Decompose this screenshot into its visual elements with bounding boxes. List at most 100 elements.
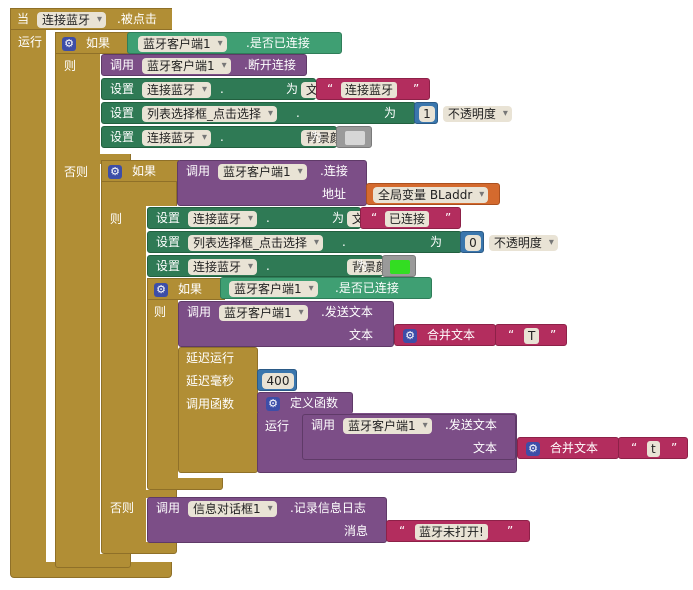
color-swatch[interactable] [345, 131, 365, 145]
if1-header[interactable]: ⚙ 如果 [55, 32, 131, 54]
define-func-label: 定义函数 [290, 396, 339, 410]
delay-number-block[interactable]: 400 [257, 369, 297, 391]
quote-close: ” [507, 524, 514, 538]
send-text-call-block[interactable]: 调用 蓝牙客户端1 .发送文本 文本 [178, 301, 394, 347]
if3-cond-prop: .是否已连接 [335, 281, 399, 295]
s2-component[interactable]: 列表选择框_点击选择 [188, 235, 324, 251]
if1-condition[interactable]: 蓝牙客户端1 .是否已连接 [127, 32, 342, 54]
set-opacity-block[interactable]: 设置 列表选择框_点击选择 . 不透明度 为 [101, 102, 512, 124]
log-info-call-block[interactable]: 调用 信息对话框1 .记录信息日志 消息 [147, 497, 387, 543]
number-block-1[interactable]: 1 [414, 102, 438, 124]
set-bgcolor-block-2[interactable]: 设置 连接蓝牙 . 背景颜色 为 [147, 255, 416, 277]
text-label: 文本 [349, 328, 374, 342]
join-block[interactable]: ⚙ 合并文本 [394, 324, 496, 346]
set-label: 设置 [156, 259, 181, 273]
set-text-block[interactable]: 设置 连接蓝牙 . 文本 为 [101, 78, 346, 100]
s3-component[interactable]: 连接蓝牙 [188, 259, 258, 275]
if3-if-label: 如果 [178, 282, 203, 296]
if1-if-label: 如果 [86, 36, 111, 50]
call-label: 调用 [110, 58, 135, 72]
set2-property[interactable]: 不透明度 [442, 106, 512, 122]
string-literal-connected[interactable]: “ 已连接 ” [360, 207, 461, 229]
number-value[interactable]: 400 [262, 373, 294, 389]
string-value[interactable]: T [524, 328, 540, 344]
address-label: 地址 [322, 187, 347, 201]
connect-component[interactable]: 蓝牙客户端1 [218, 164, 307, 180]
color-block-green[interactable] [382, 255, 416, 277]
dot-label: . [342, 235, 346, 249]
global-var-block[interactable]: 全局变量 BLaddr [366, 183, 500, 205]
global-var-dropdown[interactable]: 全局变量 BLaddr [373, 187, 489, 203]
string-value[interactable]: 已连接 [385, 211, 430, 227]
connect-method: .连接 [320, 164, 348, 178]
disconnect-method: .断开连接 [244, 58, 296, 72]
string-literal-connect[interactable]: “ 连接蓝牙 ” [316, 78, 430, 100]
gear-icon[interactable]: ⚙ [108, 165, 122, 179]
quote-open: “ [631, 441, 638, 455]
call-label: 调用 [311, 418, 336, 432]
event-component-dropdown[interactable]: 连接蓝牙 [37, 12, 107, 28]
set-label: 设置 [156, 235, 181, 249]
to-label: 为 [430, 235, 443, 249]
number-block-0[interactable]: 0 [460, 231, 484, 253]
to-label: 为 [356, 259, 369, 273]
run-label: 运行 [265, 419, 290, 433]
set2-component[interactable]: 列表选择框_点击选择 [142, 106, 278, 122]
to-label: 为 [310, 130, 323, 144]
if1-else-label: 否则 [64, 165, 89, 179]
number-value[interactable]: 1 [419, 106, 435, 122]
dot-label: . [220, 82, 224, 96]
if1-cond-component[interactable]: 蓝牙客户端1 [138, 36, 227, 52]
if3-header[interactable]: ⚙ 如果 [147, 278, 225, 300]
set3-component[interactable]: 连接蓝牙 [142, 130, 212, 146]
color-swatch[interactable] [390, 260, 410, 274]
number-value[interactable]: 0 [465, 235, 481, 251]
delay-run-block[interactable] [178, 347, 258, 473]
gear-icon[interactable]: ⚙ [403, 329, 417, 343]
color-block-gray[interactable] [336, 126, 372, 148]
set1-component[interactable]: 连接蓝牙 [142, 82, 212, 98]
inner-join-block[interactable]: ⚙ 合并文本 [517, 437, 619, 459]
define-function-block[interactable]: ⚙ 定义函数 [257, 392, 353, 414]
log-component[interactable]: 信息对话框1 [188, 501, 277, 517]
disconnect-component[interactable]: 蓝牙客户端1 [142, 58, 231, 74]
set-bgcolor-block[interactable]: 设置 连接蓝牙 . 背景颜色 为 [101, 126, 370, 148]
gear-icon[interactable]: ⚙ [526, 442, 540, 456]
send-component[interactable]: 蓝牙客户端1 [219, 305, 308, 321]
string-value[interactable]: t [647, 441, 660, 457]
text-label: 文本 [473, 441, 498, 455]
s2-property[interactable]: 不透明度 [488, 235, 558, 251]
delay-run-label: 延迟运行 [186, 351, 235, 365]
inner-send-method: .发送文本 [445, 418, 497, 432]
if2-header[interactable]: ⚙ 如果 [101, 160, 179, 182]
to-label: 为 [286, 82, 299, 96]
event-name-label: .被点击 [117, 12, 157, 26]
string-value[interactable]: 蓝牙未打开! [415, 524, 488, 540]
string-literal-message[interactable]: “ 蓝牙未打开! ” [386, 520, 530, 542]
disconnect-call-block[interactable]: 调用 蓝牙客户端1 .断开连接 [101, 54, 307, 76]
string-value[interactable]: 连接蓝牙 [341, 82, 398, 98]
quote-open: “ [399, 524, 406, 538]
delay-ms-label: 延迟毫秒 [186, 374, 235, 388]
gear-icon[interactable]: ⚙ [266, 397, 280, 411]
if3-then-label: 则 [154, 305, 167, 319]
s1-component[interactable]: 连接蓝牙 [188, 211, 258, 227]
call-label: 调用 [186, 164, 211, 178]
event-when-label: 当 [17, 12, 30, 26]
set-opacity-block-2[interactable]: 设置 列表选择框_点击选择 . 不透明度 为 [147, 231, 558, 253]
event-header[interactable]: 当 连接蓝牙 .被点击 [10, 8, 172, 30]
inner-send-call-block[interactable]: 调用 蓝牙客户端1 .发送文本 文本 [302, 414, 516, 460]
if1-then-label: 则 [64, 59, 77, 73]
string-literal-t[interactable]: “ t ” [618, 437, 688, 459]
connect-call-block[interactable]: 调用 蓝牙客户端1 .连接 地址 [177, 160, 367, 206]
inner-send-component[interactable]: 蓝牙客户端1 [343, 418, 432, 434]
set-text-block-2[interactable]: 设置 连接蓝牙 . 文本 为 [147, 207, 392, 229]
quote-open: “ [508, 328, 515, 342]
if3-cond-component[interactable]: 蓝牙客户端1 [229, 281, 318, 297]
if3-condition[interactable]: 蓝牙客户端1 .是否已连接 [220, 277, 432, 299]
dot-label: . [266, 211, 270, 225]
string-literal-T[interactable]: “ T ” [495, 324, 567, 346]
gear-icon[interactable]: ⚙ [154, 283, 168, 297]
log-method: .记录信息日志 [290, 501, 366, 515]
gear-icon[interactable]: ⚙ [62, 37, 76, 51]
